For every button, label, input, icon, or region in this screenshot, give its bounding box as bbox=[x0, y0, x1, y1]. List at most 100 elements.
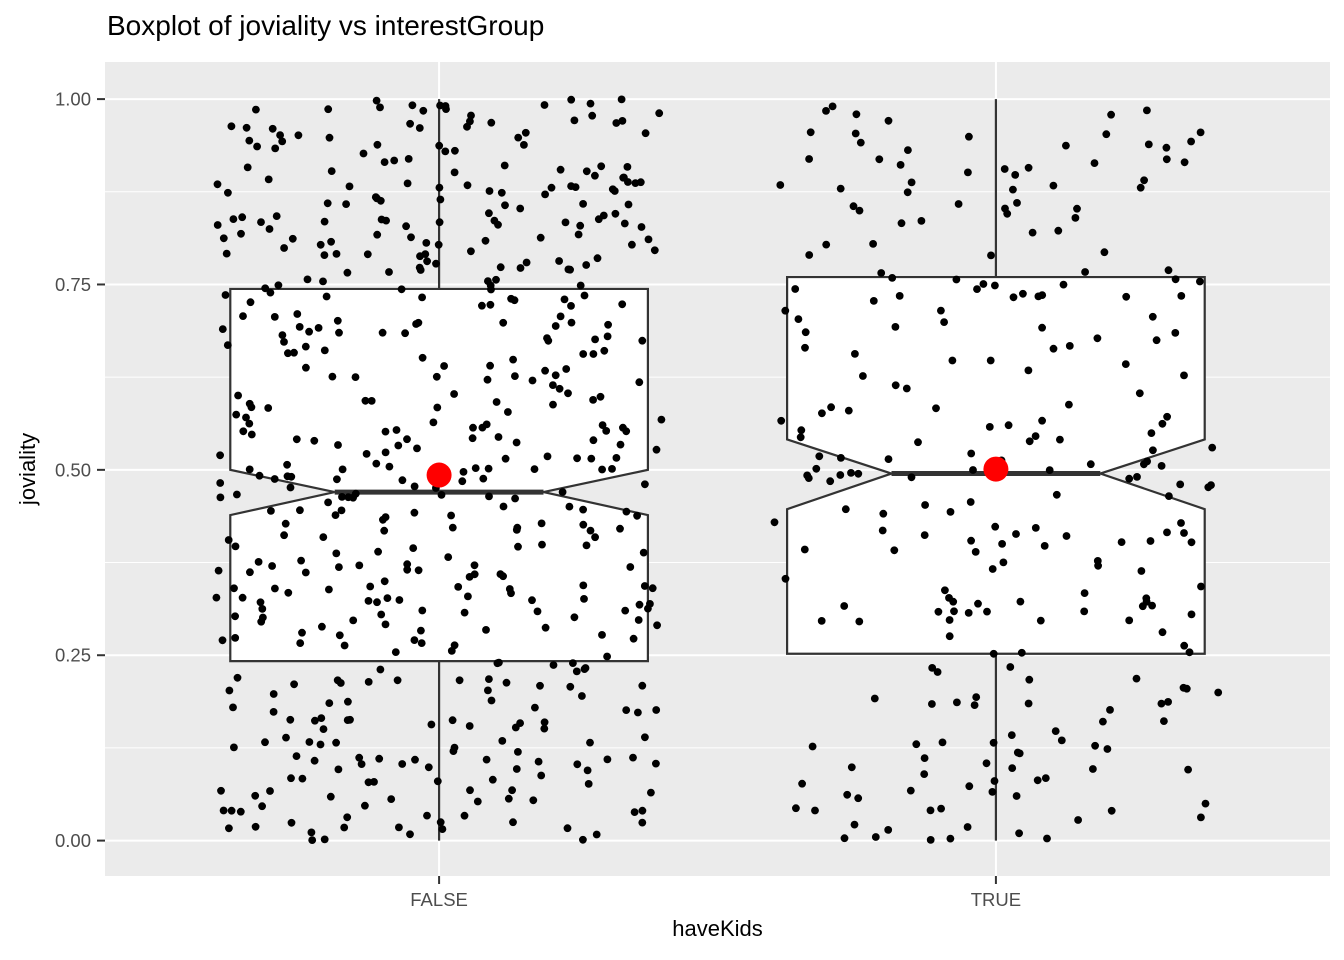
jitter-point bbox=[270, 475, 279, 483]
jitter-point bbox=[326, 792, 335, 801]
mean-point-true bbox=[983, 456, 1009, 482]
jitter-point bbox=[582, 541, 591, 550]
jitter-point bbox=[516, 204, 525, 213]
jitter-point bbox=[579, 350, 588, 358]
jitter-point bbox=[604, 320, 612, 329]
jitter-point bbox=[989, 649, 998, 658]
jitter-point bbox=[879, 509, 888, 518]
jitter-point bbox=[376, 103, 384, 112]
jitter-point bbox=[361, 396, 370, 405]
jitter-point bbox=[510, 296, 519, 305]
jitter-point bbox=[1140, 176, 1148, 185]
jitter-point bbox=[522, 258, 531, 267]
jitter-point bbox=[871, 833, 880, 841]
jitter-point bbox=[374, 547, 382, 556]
jitter-point bbox=[342, 200, 350, 209]
jitter-point bbox=[355, 753, 364, 762]
jitter-point bbox=[349, 616, 358, 625]
jitter-point bbox=[970, 701, 979, 709]
jitter-point bbox=[394, 441, 403, 450]
jitter-point bbox=[458, 477, 467, 486]
jitter-point bbox=[580, 665, 589, 673]
jitter-point bbox=[246, 568, 254, 577]
jitter-point bbox=[432, 372, 441, 381]
jitter-point bbox=[644, 235, 653, 244]
jitter-point bbox=[225, 824, 233, 833]
jitter-point bbox=[903, 188, 912, 197]
jitter-point bbox=[630, 808, 639, 816]
jitter-point bbox=[287, 818, 296, 827]
jitter-point bbox=[468, 434, 477, 443]
jitter-point bbox=[579, 835, 587, 844]
jitter-point bbox=[622, 427, 631, 436]
jitter-point bbox=[1054, 226, 1063, 235]
jitter-point bbox=[988, 565, 997, 573]
jitter-point bbox=[418, 606, 427, 615]
jitter-point bbox=[593, 254, 602, 263]
jitter-point bbox=[1049, 344, 1058, 353]
jitter-point bbox=[424, 763, 433, 772]
jitter-point bbox=[478, 301, 486, 310]
jitter-point bbox=[298, 774, 307, 783]
jitter-point bbox=[964, 168, 972, 177]
jitter-point bbox=[314, 324, 323, 332]
jitter-point bbox=[340, 641, 349, 650]
jitter-point bbox=[320, 346, 329, 355]
jitter-point bbox=[855, 206, 864, 215]
jitter-point bbox=[541, 366, 549, 375]
jitter-point bbox=[282, 733, 290, 742]
jitter-point bbox=[1093, 557, 1102, 565]
jitter-point bbox=[288, 234, 297, 243]
jitter-point bbox=[949, 597, 958, 606]
jitter-point bbox=[895, 292, 904, 300]
jitter-point bbox=[293, 310, 302, 318]
jitter-point bbox=[587, 454, 596, 463]
y-axis-title: joviality bbox=[15, 432, 40, 506]
jitter-point bbox=[419, 106, 428, 115]
jitter-point bbox=[414, 566, 423, 575]
jitter-point bbox=[591, 335, 599, 344]
jitter-point bbox=[1187, 137, 1195, 146]
jitter-point bbox=[1197, 582, 1205, 591]
jitter-point bbox=[967, 449, 976, 458]
jitter-point bbox=[1038, 416, 1046, 425]
jitter-point bbox=[416, 266, 425, 274]
jitter-point bbox=[408, 101, 417, 110]
jitter-point bbox=[485, 492, 493, 501]
jitter-point bbox=[231, 634, 240, 642]
jitter-point bbox=[626, 563, 635, 571]
jitter-point bbox=[841, 505, 850, 514]
y-tick-label: 0.50 bbox=[55, 459, 91, 480]
jitter-point bbox=[332, 549, 341, 558]
jitter-point bbox=[812, 464, 821, 473]
jitter-point bbox=[469, 423, 477, 432]
jitter-point bbox=[514, 542, 522, 551]
jitter-point bbox=[511, 372, 519, 380]
jitter-point bbox=[576, 281, 585, 290]
jitter-point bbox=[549, 400, 557, 409]
jitter-point bbox=[1024, 366, 1033, 375]
jitter-point bbox=[281, 519, 290, 528]
jitter-point bbox=[1157, 699, 1166, 708]
jitter-point bbox=[290, 348, 298, 357]
jitter-point bbox=[999, 558, 1008, 567]
jitter-point bbox=[850, 820, 859, 829]
jitter-point bbox=[914, 438, 922, 447]
jitter-point bbox=[292, 435, 301, 444]
jitter-point bbox=[363, 250, 372, 259]
jitter-point bbox=[442, 105, 450, 113]
jitter-point bbox=[434, 240, 443, 249]
jitter-point bbox=[327, 237, 335, 246]
jitter-point bbox=[272, 212, 281, 221]
jitter-point bbox=[620, 219, 629, 228]
jitter-point bbox=[1059, 280, 1068, 289]
jitter-point bbox=[920, 770, 929, 778]
jitter-point bbox=[284, 588, 293, 597]
jitter-point bbox=[582, 261, 591, 269]
jitter-point bbox=[529, 796, 538, 805]
jitter-point bbox=[603, 755, 612, 764]
jitter-point bbox=[638, 681, 647, 690]
jitter-point bbox=[596, 392, 605, 401]
jitter-point bbox=[264, 404, 273, 412]
jitter-point bbox=[610, 187, 619, 195]
